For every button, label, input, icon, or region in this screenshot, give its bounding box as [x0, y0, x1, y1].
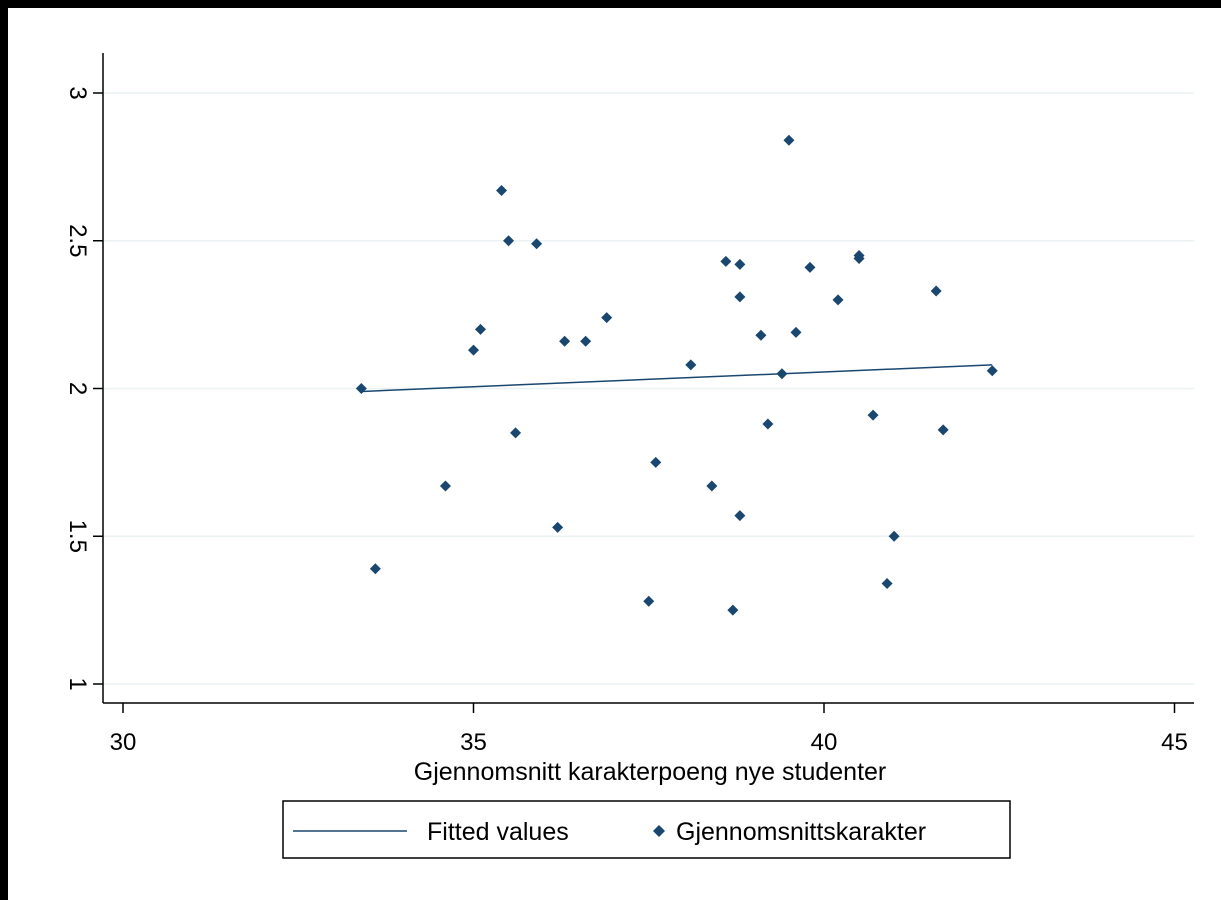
- data-point-35: [937, 424, 949, 436]
- data-point-33: [888, 530, 900, 542]
- data-point-11: [580, 335, 592, 347]
- data-point-13: [643, 595, 655, 607]
- x-tick-label-2: 40: [811, 729, 838, 756]
- data-point-36: [986, 365, 998, 377]
- chart-frame: 1 1.5 2 2.5 3 30 35 40 45 Gjennomsnitt karakter…: [8, 8, 1221, 900]
- y-tick-label-3: 2.5: [64, 224, 91, 257]
- legend-diamond-swatch: [653, 825, 665, 837]
- data-point-23: [762, 418, 774, 430]
- data-point-32: [881, 578, 893, 590]
- y-tick-label-1: 1.5: [64, 520, 91, 553]
- data-point-24: [776, 368, 788, 380]
- scatter-points-series: [355, 134, 998, 616]
- data-point-0: [355, 383, 367, 394]
- data-point-20: [734, 291, 746, 303]
- data-point-28: [832, 294, 844, 306]
- data-point-16: [706, 480, 718, 492]
- x-tick-label-1: 35: [460, 729, 487, 756]
- data-point-8: [531, 238, 543, 250]
- data-point-25: [783, 134, 795, 146]
- x-tick-label-0: 30: [110, 729, 137, 756]
- data-point-21: [734, 510, 746, 522]
- data-point-27: [804, 261, 816, 273]
- data-point-1: [369, 563, 381, 575]
- fitted-values-line: [361, 364, 993, 393]
- data-point-7: [510, 427, 522, 439]
- y-tick-label-4: 3: [64, 86, 91, 99]
- y-tick-label-2: 2: [64, 382, 91, 395]
- legend-label-fitted: Fitted values: [427, 818, 569, 846]
- chart-background: [8, 8, 1221, 900]
- data-point-6: [503, 235, 515, 247]
- axes: [102, 53, 1194, 704]
- x-tick-label-3: 45: [1161, 729, 1188, 756]
- data-point-12: [601, 312, 613, 324]
- fitted-values-series: [361, 364, 993, 393]
- data-point-26: [790, 326, 802, 338]
- legend: Fitted values Gjennomsnittskarakter: [282, 800, 1011, 859]
- y-axis-ticks: 1 1.5 2 2.5 3: [64, 86, 103, 691]
- data-point-2: [439, 480, 451, 492]
- data-point-18: [727, 604, 739, 616]
- legend-box: [282, 800, 1011, 859]
- x-axis-title: Gjennomsnitt karakterpoeng nye studenter: [414, 758, 887, 786]
- scatter-chart: 1 1.5 2 2.5 3 30 35 40 45 Gjennomsnitt karakter…: [8, 8, 1221, 900]
- data-point-19: [734, 258, 746, 270]
- data-point-30: [853, 250, 865, 262]
- data-point-15: [685, 359, 697, 371]
- data-point-34: [930, 285, 942, 297]
- legend-label-scatter: Gjennomsnittskarakter: [676, 818, 926, 846]
- data-point-14: [650, 456, 662, 468]
- data-point-3: [468, 344, 479, 356]
- data-point-5: [496, 185, 508, 197]
- data-point-9: [552, 521, 564, 533]
- x-axis-ticks: 30 35 40 45: [110, 703, 1188, 756]
- data-point-4: [475, 323, 487, 335]
- data-point-10: [559, 335, 571, 347]
- data-point-17: [720, 255, 732, 267]
- y-tick-label-0: 1: [64, 677, 91, 690]
- data-point-31: [867, 409, 879, 421]
- gridlines: [104, 92, 1194, 685]
- data-point-22: [755, 329, 767, 341]
